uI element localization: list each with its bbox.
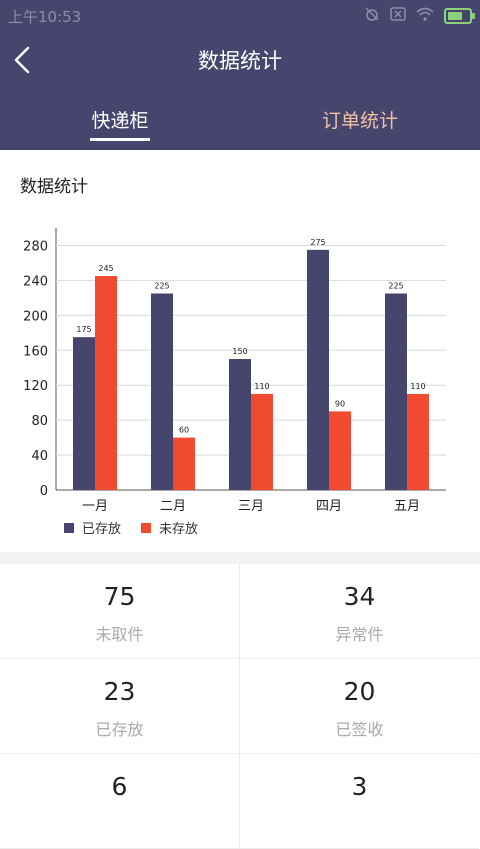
tab-active-indicator [90,138,150,141]
stat-uncollected[interactable]: 75 未取件 [0,564,240,659]
legend-swatch-stored [64,522,74,533]
battery-charging-icon [444,8,475,24]
stat-label: 未取件 [95,625,144,644]
tab-locker-label: 快递柜 [91,110,149,132]
status-icons [364,6,475,26]
stat-value: 34 [343,582,376,611]
page-title: 数据统计 [198,49,282,73]
bar-not-stored [251,393,273,490]
stat-signed[interactable]: 20 已签收 [240,659,479,754]
wifi-icon [416,7,434,25]
y-tick-label: 0 [40,484,48,499]
legend-item-not-stored: 未存放 [141,518,198,537]
stat-label: 已签收 [335,720,384,739]
back-button[interactable] [10,42,42,78]
data-label: 110 [254,382,269,391]
stat-label: 异常件 [335,625,384,644]
chevron-left-icon [14,46,30,74]
legend-label-stored: 已存放 [82,522,122,537]
alarm-off-icon [364,6,380,26]
chart-legend: 已存放 未存放 [64,518,198,537]
stat-value: 6 [111,772,128,801]
x-tick-label: 二月 [160,499,186,514]
data-label: 110 [410,382,425,391]
y-tick-label: 120 [23,379,48,394]
bar-not-stored [407,393,429,490]
tab-order-stats[interactable]: 订单统计 [240,92,480,150]
stats-grid: 75 未取件 34 异常件 23 已存放 20 已签收 6 3 [0,564,480,849]
section-divider [0,552,480,564]
x-tick-label: 一月 [82,499,108,514]
data-label: 150 [232,347,247,356]
stat-value: 20 [343,677,376,706]
stat-value: 75 [103,582,136,611]
bar-stored [307,249,329,490]
stat-row3-right[interactable]: 3 [240,754,479,849]
tab-bar: 快递柜 订单统计 [0,92,480,150]
tab-locker[interactable]: 快递柜 [0,92,240,150]
bar-not-stored [95,276,117,490]
stat-row3-left[interactable]: 6 [0,754,240,849]
stat-exception[interactable]: 34 异常件 [240,564,479,659]
y-tick-label: 80 [31,414,48,429]
x-tick-label: 五月 [394,499,420,514]
y-tick-label: 240 [23,274,48,289]
legend-item-stored: 已存放 [64,518,121,537]
stat-value: 23 [103,677,136,706]
status-time: 上午10:53 [8,8,82,26]
status-bar: 上午10:53 [0,0,480,30]
y-tick-label: 200 [23,309,48,324]
stat-value: 3 [351,772,368,801]
data-label: 60 [179,426,189,435]
bar-not-stored [329,411,351,490]
y-tick-label: 40 [31,449,48,464]
legend-swatch-not-stored [141,522,152,533]
data-label: 90 [335,399,345,408]
tab-order-stats-label: 订单统计 [321,110,398,132]
title-bar: 数据统计 [0,30,480,92]
y-tick-label: 160 [23,344,48,359]
data-label: 245 [98,264,113,273]
data-label: 175 [76,325,91,334]
bar-stored [385,293,407,490]
bar-not-stored [173,437,195,490]
bar-stored [73,337,95,490]
y-tick-label: 280 [23,239,48,254]
data-label: 225 [388,282,403,291]
stat-label: 已存放 [95,720,144,739]
bar-stored [229,359,251,490]
bar-chart: 0 40 80 120 160 200 240 280 175 245 一月 225 60 二月 150 11… [23,228,446,514]
stat-stored[interactable]: 23 已存放 [0,659,240,754]
legend-label-not-stored: 未存放 [159,522,199,537]
bar-stored [151,293,173,490]
data-label: 275 [310,238,325,247]
section-title: 数据统计 [20,177,88,197]
x-tick-label: 四月 [316,499,342,514]
sim-off-icon [390,7,406,25]
x-tick-label: 三月 [238,499,264,514]
data-label: 225 [154,282,169,291]
